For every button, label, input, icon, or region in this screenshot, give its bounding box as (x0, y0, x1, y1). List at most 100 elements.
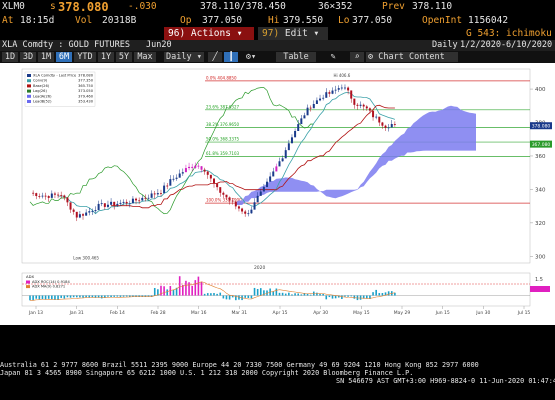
quote-line-2: At 18:15d Vol 20318B Op 377.050 Hi 379.5… (0, 14, 555, 27)
adx-histogram-bar (225, 295, 228, 300)
candle-body (85, 212, 88, 216)
legend-label: Base(26) (33, 84, 50, 88)
tab-6m[interactable]: 6M (56, 52, 72, 62)
tab-5y[interactable]: 5Y (116, 52, 132, 62)
candle-body (50, 193, 53, 198)
adx-histogram-bar (135, 295, 137, 297)
tab-1d[interactable]: 1D (2, 52, 18, 62)
candle-body (237, 206, 240, 209)
pencil-icon[interactable]: ✎ (330, 52, 336, 62)
adx-histogram-bar (122, 295, 125, 297)
frequency-select[interactable]: Daily ▾ (164, 52, 204, 62)
volume-value: 20318B (102, 15, 137, 26)
lead-badge-label: 367.080 (532, 142, 551, 148)
adx-histogram-bar (203, 293, 206, 296)
x-tick-label: Mar 16 (191, 310, 207, 316)
adx-histogram-bar (372, 292, 374, 296)
adx-histogram-bar (94, 295, 97, 298)
edit-menu-button[interactable]: 97) Edit ▾ (258, 27, 328, 40)
footer-line-2: Japan 81 3 4565 8900 Singapore 65 6212 1… (0, 369, 414, 377)
adx-histogram-bar (263, 290, 265, 296)
table-button[interactable]: Table (276, 52, 316, 62)
chart-content-label: Chart Content (378, 52, 445, 62)
adx-histogram-bar (69, 295, 72, 298)
bid-ask-size: 36×352 (318, 1, 353, 12)
adx-histogram-bar (378, 293, 381, 296)
candle-body (266, 181, 269, 188)
adx-histogram-bar (231, 295, 234, 298)
candle-body (225, 194, 228, 198)
volume-label: Vol (75, 15, 93, 26)
candle-body (294, 130, 297, 138)
legend-label: Lag(26) (33, 89, 47, 93)
sub-legend-swatch (26, 285, 30, 289)
legend-swatch (27, 79, 31, 83)
adx-histogram-bar (32, 295, 34, 301)
x-tick-label: Jul 15 (517, 310, 531, 316)
settings-icon[interactable]: ⚙▾ (245, 52, 257, 62)
adx-histogram-bar (54, 295, 56, 300)
candle-body (262, 187, 265, 192)
adx-histogram-bar (278, 292, 281, 296)
fib-level-label: 50.0% 368.3375 (206, 137, 240, 142)
adx-histogram-bar (284, 293, 287, 296)
adx-histogram-bar (172, 290, 175, 296)
candle-body (372, 110, 375, 118)
candlestick-icon[interactable]: ┃ (224, 52, 238, 62)
candle-body (75, 211, 78, 218)
adx-histogram-bar (272, 291, 275, 296)
candle-body (284, 150, 287, 159)
candle-body (228, 197, 231, 201)
candle-body (69, 202, 72, 210)
candle-body (147, 197, 150, 199)
candle-body (53, 193, 56, 195)
candle-body (253, 202, 256, 210)
candle-body (203, 169, 206, 172)
candle-body (287, 143, 290, 151)
candle-body (306, 107, 309, 116)
tab-1m[interactable]: 1M (38, 52, 54, 62)
high-value: 379.550 (283, 15, 324, 26)
tab-max[interactable]: Max (134, 52, 156, 62)
adx-histogram-bar (44, 295, 47, 300)
candle-body (250, 209, 253, 214)
adx-histogram-bar (188, 282, 190, 296)
adx-histogram-bar (222, 295, 225, 299)
adx-histogram-bar (275, 288, 278, 296)
tab-1y[interactable]: 1Y (98, 52, 114, 62)
candle-body (234, 201, 237, 207)
security-name: XLA Comdty : GOLD FUTURES (2, 40, 130, 50)
prev-value: 378.110 (412, 1, 453, 12)
edit-label: Edit (284, 28, 308, 39)
zoom-icon[interactable]: ⌕ (350, 52, 364, 62)
contract-month: Jun20 (146, 40, 172, 50)
tab-ytd[interactable]: YTD (74, 52, 96, 62)
lagging-span-line (29, 87, 314, 215)
fib-level-label: 23.6% 387.6327 (206, 104, 240, 109)
line-chart-icon[interactable]: ╱ (208, 52, 222, 62)
legend-value: 365.750 (78, 84, 94, 88)
chart-legend: XLA Comdty - Last Price 378.080 Conv(9) 377… (24, 71, 96, 107)
edit-number: 97) (262, 28, 280, 39)
tab-3d[interactable]: 3D (20, 52, 36, 62)
last-price: 378.080 (58, 0, 109, 14)
candle-body (244, 211, 247, 214)
adx-histogram-bar (116, 295, 119, 297)
candle-body (35, 193, 38, 197)
adx-histogram-bar (291, 294, 293, 296)
candle-body (178, 173, 181, 178)
x-tick-label: May 15 (353, 310, 370, 316)
chart-content-button[interactable]: ⚙ Chart Content (366, 52, 458, 62)
adx-histogram-bar (347, 295, 349, 297)
adx-histogram-bar (47, 295, 50, 299)
candle-body (356, 104, 359, 106)
adx-histogram-bar (259, 288, 262, 296)
adx-histogram-bar (210, 293, 212, 296)
year-label: 2020 (254, 265, 266, 271)
candle-body (172, 178, 175, 180)
footer-line-3: SN 546679 AST GMT+3:00 H969-8824-0 11-Ju… (336, 377, 555, 385)
actions-menu-button[interactable]: 96) Actions ▾ (164, 27, 254, 40)
adx-histogram-bar (141, 295, 144, 297)
